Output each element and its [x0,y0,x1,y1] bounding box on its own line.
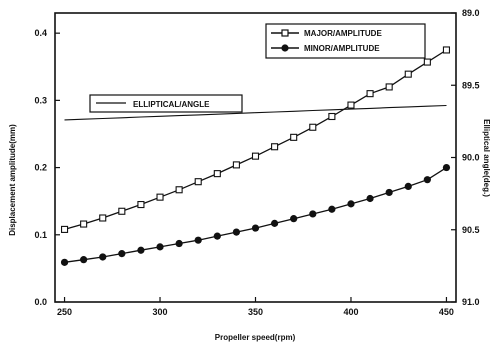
minor-point [80,256,88,264]
major-point [328,112,336,121]
major-point [366,90,374,98]
major-point [251,152,260,160]
legend-amplitude: MAJOR/AMPLITUDE MINOR/AMPLITUDE [265,23,426,59]
minor-point [347,200,355,208]
minor-point [232,228,241,236]
legend-angle: ELLIPTICAL/ANGLE [89,94,243,113]
major-point [271,143,279,151]
major-point [213,170,221,178]
x-axis-label: Propeller speed(rpm) [215,333,296,342]
minor-point [442,163,451,172]
major-point [118,207,126,215]
y-tick-label: 0.2 [34,163,47,173]
major-point [347,101,355,109]
major-point [232,161,240,169]
major-point [309,123,317,131]
legend-angle-label: ELLIPTICAL/ANGLE [133,100,210,109]
y-tick-label: 0.0 [34,297,47,307]
major-point [175,186,183,194]
y2-tick-label: 90.0 [462,153,480,163]
minor-point [137,246,145,254]
minor-point [213,232,221,240]
major-point [194,178,202,186]
y-tick-label: 0.3 [34,95,47,105]
minor-point [251,224,260,232]
major-point [60,225,69,233]
minor-point [290,215,298,223]
x-tick-label: 350 [248,307,263,317]
y2-tick-label: 91.0 [462,297,480,307]
legend-angle-box [89,94,243,113]
major-point [99,214,107,222]
y-axis-label: Displacement amplitude(mm) [8,124,17,236]
x-tick-label: 300 [153,307,168,317]
major-point [385,83,393,91]
x-tick-label: 450 [439,307,454,317]
legend-major-marker [281,29,289,37]
minor-point [118,250,126,258]
minor-point [385,188,393,197]
minor-point [366,194,374,203]
y-tick-label: 0.1 [34,230,47,240]
minor-point [194,236,202,244]
legend-minor-marker [281,44,289,52]
minor-point [156,243,164,251]
y-tick-label: 0.4 [34,28,47,38]
series-line-0 [64,49,447,231]
minor-point [60,258,69,266]
x-tick-label: 250 [57,307,72,317]
minor-point [175,239,183,248]
minor-point [404,182,412,190]
major-point [423,58,431,66]
major-point [290,133,298,141]
major-point [80,220,88,228]
ticks-layer: 250 300 350 400 450 0.0 0.1 0.2 0.3 0.4 89.0 89.5 90… [34,8,479,317]
y2-tick-label: 89.5 [462,80,480,90]
series-line-2 [64,104,447,121]
legend-amplitude-box [265,23,426,59]
major-point [442,46,451,54]
y2-tick-label: 89.0 [462,8,480,18]
legend-minor-label: MINOR/AMPLITUDE [304,44,380,53]
y2-axis-label: Elliptical angle(deg.) [482,119,491,197]
series-line-1 [64,167,447,263]
major-point [404,70,412,78]
legend-major-label: MAJOR/AMPLITUDE [304,29,382,38]
series-layer [60,46,451,266]
x-tick-label: 400 [343,307,358,317]
minor-point [270,219,279,227]
major-point [156,193,164,201]
minor-point [328,205,336,213]
major-point [137,200,145,209]
minor-point [309,210,317,218]
minor-point [99,253,107,261]
y2-tick-label: 90.5 [462,225,480,235]
minor-point [423,176,431,184]
